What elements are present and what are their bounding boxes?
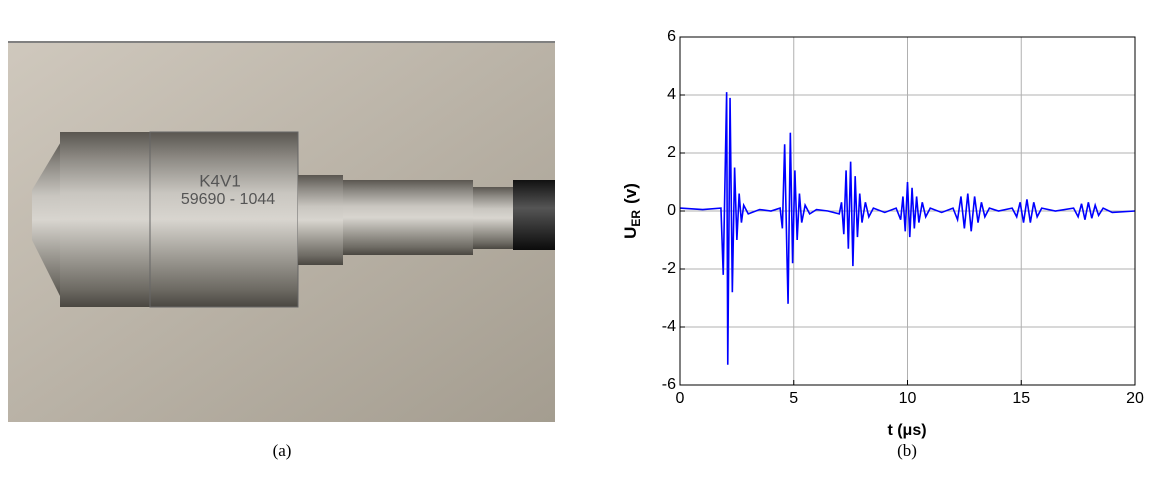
y-tick-label: -6	[662, 376, 676, 393]
photo: K4V1 59690 - 1044	[8, 41, 555, 422]
y-axis-label: UER (v)	[621, 183, 643, 239]
data-line	[679, 92, 1136, 365]
y-label-unit: (v)	[621, 183, 640, 204]
y-tick-label: -4	[662, 318, 676, 335]
y-tick-label: 6	[667, 28, 676, 45]
engraving: 59690 - 1044	[181, 191, 275, 208]
sensor-body	[60, 132, 150, 307]
x-tick-label: 5	[789, 390, 798, 407]
engraving: K4V1	[199, 171, 241, 190]
connector	[343, 180, 473, 255]
y-tick-label: 4	[667, 86, 676, 103]
x-axis-label: t (μs)	[887, 422, 926, 439]
caption: (a)	[273, 441, 292, 460]
cable	[513, 180, 555, 250]
x-tick-label: 15	[1012, 390, 1030, 407]
x-tick-label: 10	[899, 390, 917, 407]
y-label-sub: ER	[629, 210, 643, 227]
caption: (b)	[897, 441, 917, 460]
y-label-main: U	[621, 227, 640, 239]
plot-frame	[679, 36, 1136, 386]
connector	[473, 187, 513, 249]
sensor-tip	[32, 140, 62, 300]
y-tick-label: 0	[667, 202, 676, 219]
y-tick-label: -2	[662, 260, 676, 277]
connector	[298, 175, 343, 265]
x-tick-label: 0	[676, 390, 685, 407]
x-tick-label: 20	[1126, 390, 1144, 407]
y-tick-label: 2	[667, 144, 676, 161]
sensor-body	[149, 131, 299, 308]
